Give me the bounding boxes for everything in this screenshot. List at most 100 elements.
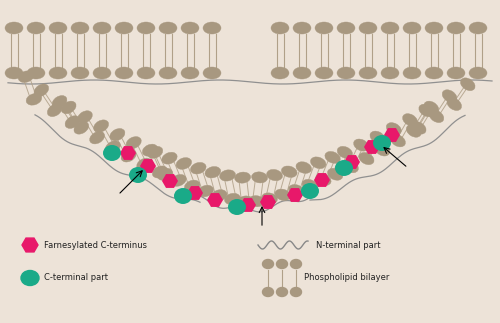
Ellipse shape xyxy=(181,22,199,34)
Ellipse shape xyxy=(121,150,136,162)
Ellipse shape xyxy=(190,162,206,174)
Ellipse shape xyxy=(402,114,417,126)
Ellipse shape xyxy=(115,67,133,79)
Ellipse shape xyxy=(52,96,67,108)
Ellipse shape xyxy=(460,78,475,91)
Ellipse shape xyxy=(248,196,264,207)
Text: N-terminal part: N-terminal part xyxy=(316,241,380,249)
Ellipse shape xyxy=(429,110,444,123)
Ellipse shape xyxy=(328,168,343,180)
Ellipse shape xyxy=(252,172,268,183)
Ellipse shape xyxy=(262,287,274,297)
Ellipse shape xyxy=(293,67,311,79)
Ellipse shape xyxy=(403,22,421,34)
Ellipse shape xyxy=(93,22,111,34)
Ellipse shape xyxy=(115,22,133,34)
Ellipse shape xyxy=(302,179,318,191)
Ellipse shape xyxy=(238,196,254,207)
Ellipse shape xyxy=(359,67,377,79)
Ellipse shape xyxy=(184,180,200,192)
Ellipse shape xyxy=(157,168,172,180)
Ellipse shape xyxy=(403,67,421,79)
Ellipse shape xyxy=(27,22,45,34)
Ellipse shape xyxy=(65,116,80,129)
Ellipse shape xyxy=(110,129,125,141)
Ellipse shape xyxy=(425,67,443,79)
Ellipse shape xyxy=(142,144,158,156)
Ellipse shape xyxy=(424,101,438,114)
Ellipse shape xyxy=(78,111,92,123)
Ellipse shape xyxy=(442,90,457,102)
Ellipse shape xyxy=(276,287,287,297)
Ellipse shape xyxy=(220,170,236,181)
Ellipse shape xyxy=(71,67,89,79)
Ellipse shape xyxy=(126,137,142,149)
Ellipse shape xyxy=(359,22,377,34)
Ellipse shape xyxy=(21,270,39,286)
Ellipse shape xyxy=(381,22,399,34)
Ellipse shape xyxy=(162,152,177,164)
Ellipse shape xyxy=(288,184,304,196)
Ellipse shape xyxy=(469,22,487,34)
Ellipse shape xyxy=(212,190,227,201)
Ellipse shape xyxy=(282,166,297,177)
Ellipse shape xyxy=(49,22,67,34)
Ellipse shape xyxy=(49,67,67,79)
Ellipse shape xyxy=(5,67,23,79)
Ellipse shape xyxy=(316,174,331,185)
Ellipse shape xyxy=(90,131,104,144)
Ellipse shape xyxy=(228,199,246,215)
Ellipse shape xyxy=(148,146,163,158)
Ellipse shape xyxy=(74,121,88,134)
Ellipse shape xyxy=(412,121,426,134)
Ellipse shape xyxy=(262,193,278,204)
Ellipse shape xyxy=(137,67,155,79)
Ellipse shape xyxy=(106,141,120,153)
Ellipse shape xyxy=(26,94,42,105)
Ellipse shape xyxy=(152,166,168,178)
Ellipse shape xyxy=(159,67,177,79)
Ellipse shape xyxy=(337,146,352,158)
Ellipse shape xyxy=(71,22,89,34)
Ellipse shape xyxy=(137,22,155,34)
Ellipse shape xyxy=(62,101,76,114)
Ellipse shape xyxy=(293,22,311,34)
Ellipse shape xyxy=(18,71,34,82)
Ellipse shape xyxy=(359,152,374,165)
Ellipse shape xyxy=(275,189,290,201)
Ellipse shape xyxy=(325,151,340,163)
Text: C-terminal part: C-terminal part xyxy=(44,274,108,283)
Ellipse shape xyxy=(276,259,287,268)
Ellipse shape xyxy=(337,67,355,79)
Ellipse shape xyxy=(262,259,274,268)
Ellipse shape xyxy=(370,131,385,143)
Ellipse shape xyxy=(290,287,302,297)
Ellipse shape xyxy=(136,158,152,170)
Ellipse shape xyxy=(373,135,391,151)
Ellipse shape xyxy=(205,167,220,178)
Ellipse shape xyxy=(315,22,333,34)
Ellipse shape xyxy=(447,22,465,34)
Text: Farnesylated C-terminus: Farnesylated C-terminus xyxy=(44,241,147,249)
Ellipse shape xyxy=(406,125,421,137)
Ellipse shape xyxy=(181,67,199,79)
Ellipse shape xyxy=(310,157,326,169)
Ellipse shape xyxy=(103,145,121,161)
Ellipse shape xyxy=(174,188,192,204)
Ellipse shape xyxy=(296,162,312,173)
Ellipse shape xyxy=(290,259,302,268)
Ellipse shape xyxy=(224,193,240,204)
Text: Phospholipid bilayer: Phospholipid bilayer xyxy=(304,274,390,283)
Ellipse shape xyxy=(354,139,369,151)
Ellipse shape xyxy=(5,22,23,34)
Ellipse shape xyxy=(271,22,289,34)
Ellipse shape xyxy=(94,120,108,132)
Ellipse shape xyxy=(203,22,221,34)
Ellipse shape xyxy=(469,67,487,79)
Ellipse shape xyxy=(337,22,355,34)
Ellipse shape xyxy=(34,84,48,97)
Ellipse shape xyxy=(198,185,214,197)
Ellipse shape xyxy=(234,172,250,183)
Ellipse shape xyxy=(266,170,282,181)
Ellipse shape xyxy=(301,183,319,199)
